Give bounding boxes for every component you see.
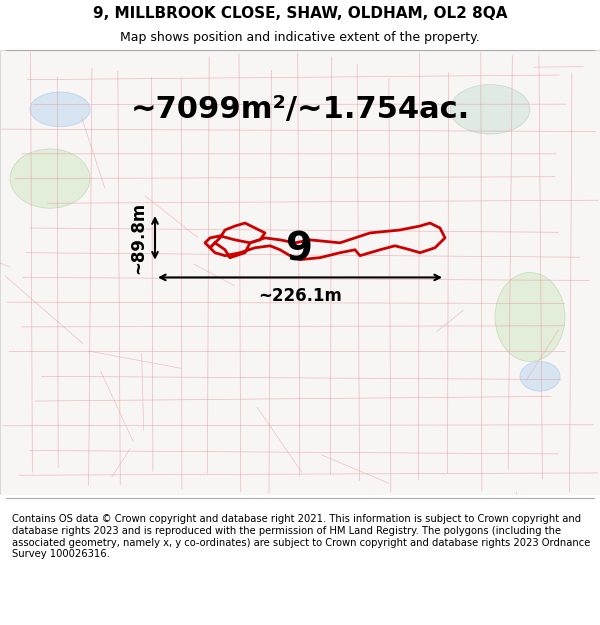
Text: 9: 9 (287, 231, 314, 269)
Ellipse shape (450, 84, 530, 134)
Ellipse shape (495, 272, 565, 361)
Text: Map shows position and indicative extent of the property.: Map shows position and indicative extent… (120, 31, 480, 44)
FancyBboxPatch shape (0, 50, 600, 495)
Text: ~226.1m: ~226.1m (258, 288, 342, 306)
Text: Contains OS data © Crown copyright and database right 2021. This information is : Contains OS data © Crown copyright and d… (12, 514, 590, 559)
Text: 9, MILLBROOK CLOSE, SHAW, OLDHAM, OL2 8QA: 9, MILLBROOK CLOSE, SHAW, OLDHAM, OL2 8Q… (93, 6, 507, 21)
Ellipse shape (10, 149, 90, 208)
Text: ~89.8m: ~89.8m (129, 202, 147, 274)
Ellipse shape (30, 92, 90, 127)
Text: ~7099m²/~1.754ac.: ~7099m²/~1.754ac. (130, 95, 470, 124)
Ellipse shape (520, 361, 560, 391)
